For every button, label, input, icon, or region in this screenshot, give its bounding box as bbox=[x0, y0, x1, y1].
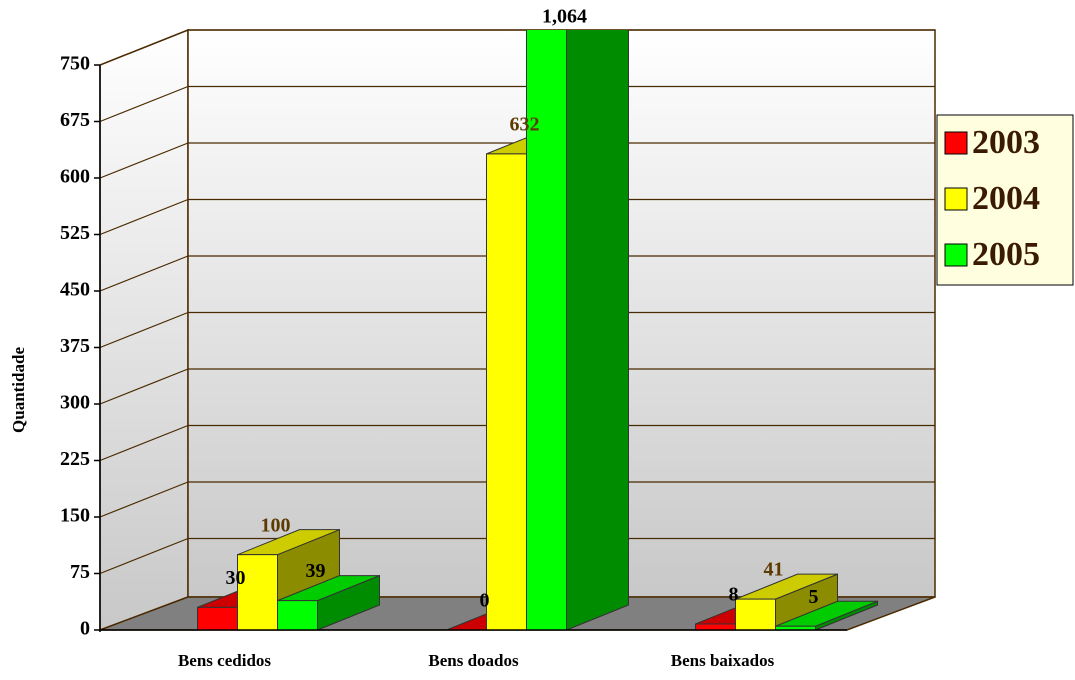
grid-line bbox=[99, 537, 189, 575]
legend-entries: 2003 2004 2005 bbox=[944, 124, 1040, 273]
y-tick-label: 75 bbox=[70, 561, 90, 583]
bar-side bbox=[566, 30, 629, 631]
grid-line bbox=[99, 142, 189, 179]
data-label: 0 bbox=[480, 590, 490, 612]
grid-line bbox=[99, 85, 189, 123]
data-label: 632 bbox=[510, 113, 540, 135]
legend-label: 2003 bbox=[972, 124, 1040, 161]
data-label: 41 bbox=[764, 559, 784, 581]
grid-line bbox=[99, 311, 189, 349]
data-label: 100 bbox=[261, 514, 291, 536]
grid-line bbox=[99, 368, 189, 405]
bar-front bbox=[486, 153, 527, 631]
bar-front bbox=[237, 554, 278, 631]
x-tick-label: Bens cedidos bbox=[178, 651, 271, 670]
legend-label: 2004 bbox=[972, 180, 1040, 217]
x-tick-label: Bens doados bbox=[428, 651, 519, 670]
bar-front bbox=[695, 623, 736, 631]
legend-label: 2005 bbox=[972, 236, 1040, 273]
data-label: 30 bbox=[226, 567, 246, 589]
bar-front bbox=[526, 30, 567, 631]
x-tick-label: Bens baixados bbox=[671, 651, 775, 670]
grid-line bbox=[99, 29, 189, 66]
y-tick-label: 525 bbox=[60, 222, 90, 244]
y-axis-title: Quantidade bbox=[9, 347, 28, 433]
legend-swatch bbox=[944, 187, 968, 211]
bar bbox=[277, 574, 380, 631]
bar-front bbox=[197, 606, 238, 631]
bar bbox=[526, 30, 629, 631]
y-tick-label: 600 bbox=[60, 166, 90, 188]
bar-front bbox=[735, 598, 776, 631]
grid-line bbox=[99, 481, 189, 518]
y-tick-label: 450 bbox=[60, 279, 90, 301]
y-tick-label: 375 bbox=[60, 335, 90, 357]
y-tick-label: 0 bbox=[80, 618, 90, 640]
y-tick-label: 750 bbox=[60, 53, 90, 75]
bar bbox=[735, 573, 838, 631]
legend-swatch bbox=[944, 131, 968, 155]
grid-line bbox=[99, 198, 189, 236]
y-tick-label: 225 bbox=[60, 448, 90, 470]
bar bbox=[775, 600, 878, 631]
grid-line bbox=[99, 255, 189, 292]
y-tick-label: 300 bbox=[60, 392, 90, 414]
data-label: 39 bbox=[306, 560, 326, 582]
y-tick-label: 675 bbox=[60, 109, 90, 131]
data-label: 1,064 bbox=[542, 6, 587, 28]
y-tick-label: 150 bbox=[60, 505, 90, 527]
grid-line bbox=[99, 424, 189, 462]
bars bbox=[197, 30, 878, 631]
data-label: 8 bbox=[729, 584, 739, 606]
data-label: 5 bbox=[809, 586, 819, 608]
bar-front bbox=[277, 600, 318, 631]
legend-swatch bbox=[944, 243, 968, 267]
labels: 30 100 39 0 632 1,064 8 41 5 bbox=[226, 6, 819, 612]
